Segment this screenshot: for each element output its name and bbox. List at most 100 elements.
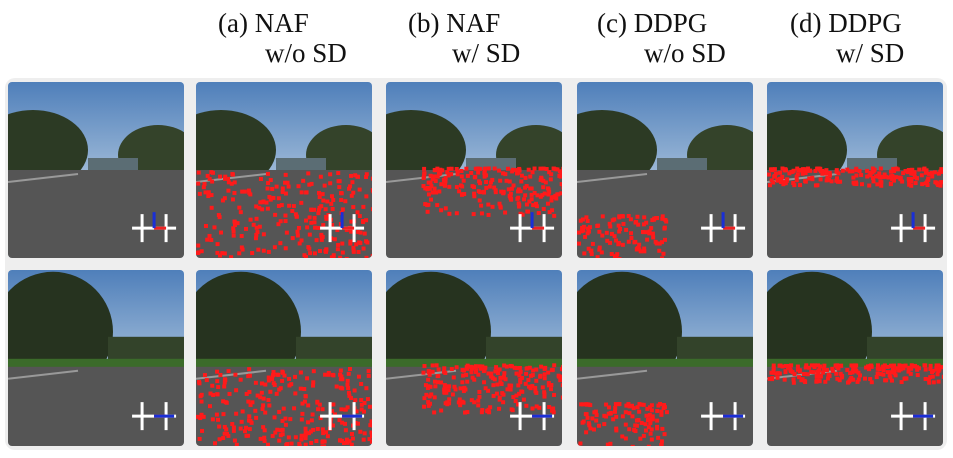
attention-dot [891,168,896,173]
attention-dot [901,171,906,176]
attention-dot [222,196,227,201]
attention-dot [824,367,829,372]
attention-dot [359,402,364,407]
attention-dot [803,179,808,184]
attention-dot [290,208,295,213]
attention-dot [510,167,515,172]
attention-dot [347,393,352,398]
attention-dot [588,426,593,431]
attention-dot [790,370,795,375]
road-edge [8,173,79,183]
attention-dot [820,169,825,174]
attention-dot [927,380,932,385]
attention-dot [449,367,454,372]
attention-dot [311,427,316,432]
attention-dot [348,241,353,246]
attention-dot [454,211,459,216]
attention-dot [353,398,358,403]
column-label: (d) DDPG [790,8,902,38]
attention-dot [226,180,231,185]
attention-dot [484,185,489,190]
attention-dot [587,423,592,428]
attention-dot [230,197,235,202]
attention-dot [615,252,620,257]
attention-dot [871,179,876,184]
attention-dot [885,364,890,369]
attention-dot [851,175,856,180]
attention-dot [549,383,554,388]
attention-dot [909,366,914,371]
column-header: (b) NAF w/ SD [408,8,520,68]
attention-dot [483,166,488,171]
attention-dot [651,235,656,240]
attention-dot [928,375,933,380]
attention-dot [656,403,661,408]
attention-dot [540,385,545,390]
attention-dot [216,385,221,390]
attention-dot [878,372,883,377]
camera-image [196,82,372,258]
attention-dot [482,168,487,173]
attention-dot [637,409,642,414]
attention-dot [627,404,632,409]
attention-dot [421,184,426,189]
attention-dot [253,408,258,413]
attention-dot [258,436,263,441]
attention-dot [331,423,336,428]
attention-dot [777,363,782,368]
attention-dot [865,168,870,173]
attention-dot [650,231,655,236]
attention-dot [347,186,352,191]
attention-dot [613,406,618,411]
attention-dot [290,236,295,241]
attention-dot [778,180,783,185]
attention-dot [351,205,356,210]
attention-dot [638,436,643,441]
attention-dot [606,405,611,410]
attention-dot [207,404,212,409]
attention-dot [347,439,352,444]
attention-dot [478,166,483,171]
attention-dot [534,404,539,409]
attention-dot [561,364,562,369]
attention-dot [313,225,318,230]
attention-dot [659,439,664,444]
attention-dot [196,181,201,186]
attention-dot [662,237,667,242]
attention-dot [909,363,914,368]
attention-dot [302,386,307,391]
attention-dot [248,402,253,407]
attention-dot [812,364,817,369]
attention-dot [222,431,227,436]
attention-dot [534,204,539,209]
attention-dot [511,395,516,400]
attention-dot [312,207,317,212]
attention-dot [655,418,660,423]
attention-dot [529,373,534,378]
attention-dot [643,422,648,427]
attention-dot [449,166,454,171]
attention-dot [283,191,288,196]
attention-dot [361,204,366,209]
attention-dot [517,166,522,171]
attention-dot [474,369,479,374]
attention-dot [655,408,660,413]
attention-dot [340,420,345,425]
attention-dot [835,176,840,181]
attention-dot [583,234,588,239]
attention-dot [433,384,438,389]
attention-dot [476,372,481,377]
attention-dot [210,170,215,175]
attention-dot [521,397,526,402]
attention-dot [202,373,207,378]
attention-dot [600,214,605,219]
camera-image [386,82,562,258]
attention-dot [240,409,245,414]
attention-dot [642,249,647,254]
attention-dot [218,174,223,179]
attention-dot [450,392,455,397]
attention-dot [519,173,524,178]
attention-dot [289,382,294,387]
attention-dot [508,387,513,392]
attention-dot [326,213,331,218]
